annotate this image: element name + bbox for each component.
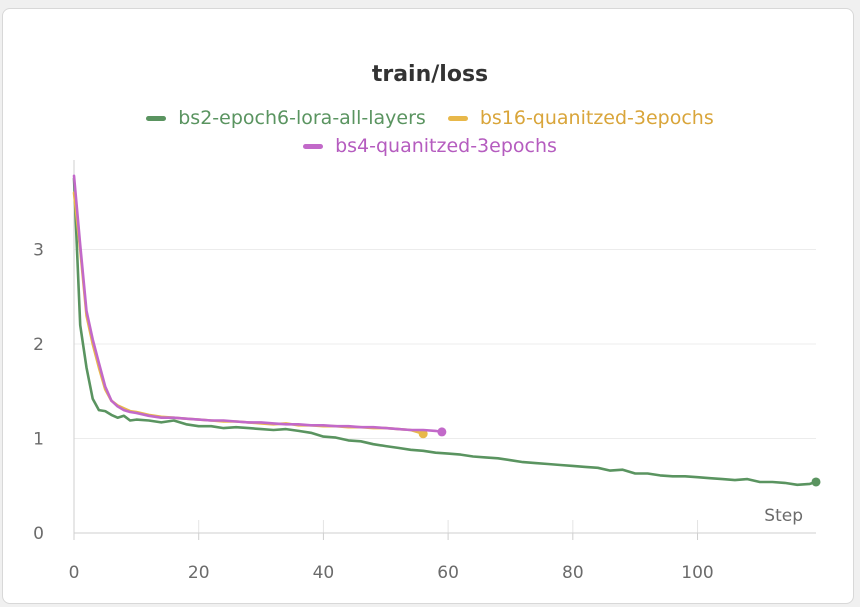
- series-end-point-2[interactable]: [437, 427, 447, 437]
- axes: 0 1 2 3 0 20 40 60 80 100: [33, 160, 816, 583]
- grid-lines: [74, 249, 816, 533]
- legend-swatch-bs16: [447, 115, 468, 121]
- legend-item-bs2[interactable]: bs2-epoch6-lora-all-layers: [146, 107, 426, 129]
- y-tick-label: 2: [33, 335, 44, 355]
- series-end-point-0[interactable]: [811, 477, 821, 487]
- legend-swatch-bs2: [146, 115, 167, 121]
- series-line-2[interactable]: [72, 174, 444, 434]
- y-tick-label: 0: [33, 524, 44, 544]
- x-tick-label: 40: [313, 563, 335, 583]
- legend-label-bs2: bs2-epoch6-lora-all-layers: [178, 107, 426, 129]
- series-layer: [72, 174, 821, 487]
- legend-row-2: bs4-quanitzed-3epochs: [0, 135, 860, 157]
- legend-label-bs16: bs16-quanitzed-3epochs: [479, 107, 714, 129]
- series-end-point-1[interactable]: [418, 429, 428, 439]
- series-line-1[interactable]: [72, 191, 425, 436]
- x-tick-label: 0: [69, 563, 80, 583]
- legend-swatch-bs4: [303, 143, 324, 149]
- chart-panel: [2, 8, 854, 604]
- legend-item-bs4[interactable]: bs4-quanitzed-3epochs: [303, 135, 557, 157]
- x-tick-label: 60: [437, 563, 459, 583]
- y-tick-label: 3: [33, 241, 44, 261]
- x-tick-label: 20: [188, 563, 210, 583]
- series-line-0[interactable]: [72, 177, 818, 487]
- x-tick-label: 80: [562, 563, 584, 583]
- x-axis-label: Step: [764, 506, 803, 526]
- legend-row-1: bs2-epoch6-lora-all-layers bs16-quanitze…: [0, 107, 860, 129]
- legend-label-bs4: bs4-quanitzed-3epochs: [335, 135, 557, 157]
- legend-item-bs16[interactable]: bs16-quanitzed-3epochs: [447, 107, 714, 129]
- y-tick-label: 1: [33, 430, 44, 450]
- x-tick-label: 100: [681, 563, 713, 583]
- chart-title: train/loss: [371, 62, 489, 87]
